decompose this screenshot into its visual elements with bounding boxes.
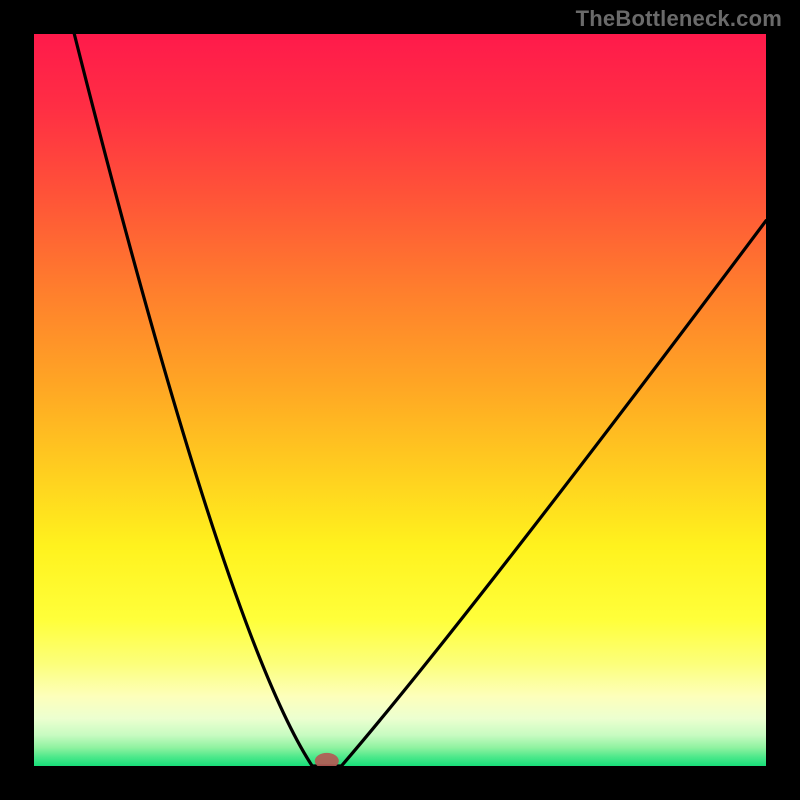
plot-area: [34, 34, 766, 766]
chart-frame: TheBottleneck.com: [0, 0, 800, 800]
watermark-text: TheBottleneck.com: [576, 6, 782, 32]
chart-svg: [0, 0, 800, 800]
